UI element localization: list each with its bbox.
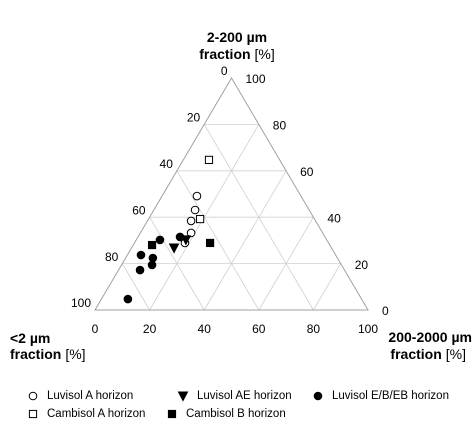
legend-label: Cambisol A horizon: [47, 408, 145, 420]
tick-label: 0: [221, 64, 228, 78]
tick-label: 100: [71, 296, 91, 310]
axis-title: 200-2000 µm: [388, 329, 472, 345]
grid-line: [176, 170, 260, 311]
data-points: [123, 155, 215, 304]
tick-label: 100: [358, 322, 378, 336]
data-point: [135, 265, 145, 275]
data-point: [205, 238, 215, 248]
axis-title-text: <2 µm: [10, 330, 50, 346]
data-point: [196, 214, 205, 224]
tick-label: 60: [132, 203, 146, 217]
grid-line: [203, 124, 314, 311]
legend-marker: [313, 391, 323, 401]
data-point: [168, 243, 180, 254]
tick-label: 0: [382, 304, 389, 318]
grid-line: [149, 216, 205, 311]
legend: Luvisol A horizon Luvisol AE horizon Luvis…: [28, 390, 449, 420]
tick-label: 40: [327, 211, 341, 225]
data-point: [204, 155, 214, 164]
tick-label: 40: [160, 157, 174, 171]
legend-marker: [28, 391, 38, 401]
tick-label: 80: [105, 250, 119, 264]
axis-title: 2-200 µm: [207, 29, 267, 45]
legend-label: Luvisol E/B/EB horizon: [332, 390, 449, 402]
data-point: [136, 250, 146, 260]
grid-line: [203, 170, 287, 311]
data-point: [175, 232, 185, 242]
axis-title: <2 µm: [10, 330, 50, 346]
grid-line: [121, 263, 150, 311]
tick-label: 20: [187, 111, 201, 125]
axis-title-text: fraction: [10, 346, 61, 362]
tick-label: 40: [198, 322, 212, 336]
tick-label: 20: [143, 322, 157, 336]
axis-title-text: fraction: [390, 346, 441, 362]
tick-label: 60: [300, 165, 314, 179]
tick-label: 20: [355, 258, 369, 272]
legend-marker: [167, 409, 177, 419]
data-point: [147, 240, 157, 250]
legend-marker: [177, 391, 189, 402]
axis-title-text: 200-2000 µm: [388, 329, 472, 345]
tick-label: 80: [307, 322, 321, 336]
axis-title: fraction [%]: [390, 346, 466, 362]
legend-label: Luvisol A horizon: [47, 390, 133, 402]
axis-unit: [%]: [255, 46, 275, 62]
axis-unit: [%]: [65, 346, 85, 362]
grid-line: [313, 263, 342, 311]
data-point: [192, 191, 202, 201]
axis-title-text: 2-200 µm: [207, 29, 267, 45]
axis-unit: [%]: [446, 346, 466, 362]
grid: [121, 124, 342, 311]
data-point: [148, 253, 158, 263]
axis-title: fraction [%]: [10, 346, 86, 362]
data-point: [186, 216, 196, 226]
legend-marker: [28, 409, 38, 419]
tick-label: 0: [92, 322, 99, 336]
axis-title-text: fraction: [199, 46, 250, 62]
data-point: [155, 235, 165, 245]
legend-label: Cambisol B horizon: [186, 408, 286, 420]
data-point: [186, 228, 196, 238]
data-point: [123, 294, 133, 304]
tick-label: 80: [273, 119, 287, 133]
tick-label: 100: [246, 72, 266, 86]
data-point: [190, 205, 200, 215]
axis-title: fraction [%]: [199, 46, 275, 62]
tick-label: 60: [252, 322, 266, 336]
data-point: [147, 260, 157, 270]
legend-label: Luvisol AE horizon: [197, 390, 292, 402]
triangle-frame: [94, 77, 369, 311]
